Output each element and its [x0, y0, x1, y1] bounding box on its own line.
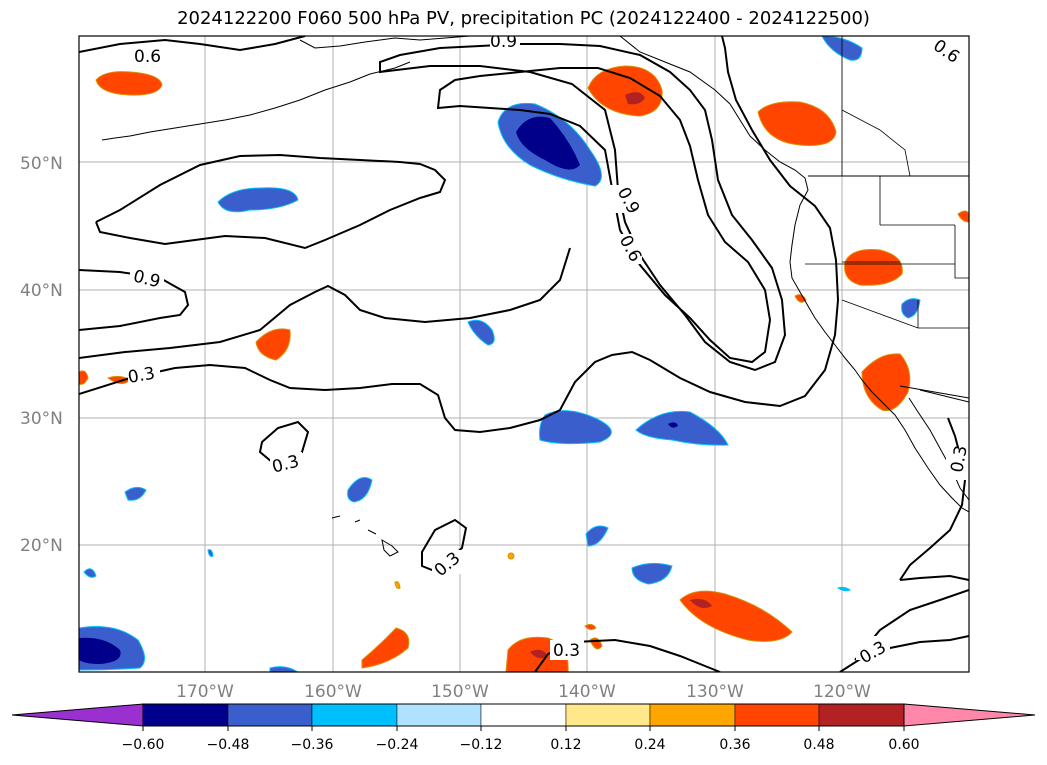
- precip-blob: [269, 666, 299, 672]
- longitude-labels: 170°W 160°W 150°W 140°W 130°W 120°W: [176, 682, 871, 702]
- colorbar-tick-label: −0.24: [376, 737, 419, 753]
- lon-label-170w: 170°W: [176, 682, 234, 702]
- map-panel: 0.6 0.9 0.6 0.9 0.6 0.9 0.3 0.3 0.3 0.3: [78, 32, 971, 673]
- lon-label-140w: 140°W: [558, 682, 616, 702]
- colorbar-segment: [649, 703, 736, 727]
- precip-blob: [217, 187, 299, 213]
- precip-blob: [394, 581, 401, 589]
- colorbar-tick-labels: −0.60 −0.48 −0.36 −0.24 −0.12 0.12 0.24 …: [122, 737, 920, 753]
- colorbar-tick-label: −0.48: [207, 737, 250, 753]
- colorbar-frame: [142, 703, 905, 727]
- precip-blob: [757, 101, 837, 146]
- colorbar-segment: [818, 703, 905, 727]
- contour-label: 0.9: [490, 32, 517, 52]
- contour-label: 0.3: [126, 364, 156, 388]
- contour-0.6-trough: [379, 43, 787, 372]
- precip-blob: [507, 552, 515, 560]
- baja-california-coast: [908, 397, 969, 501]
- precip-blob: [625, 92, 645, 105]
- lon-label-150w: 150°W: [431, 682, 489, 702]
- colorbar-tick-label: 0.48: [803, 737, 834, 753]
- colorbar-tick-label: −0.60: [122, 737, 165, 753]
- precip-blob: [631, 562, 673, 585]
- colorbar-segment: [396, 703, 482, 727]
- canada-province-border: [841, 109, 911, 177]
- lon-label-130w: 130°W: [686, 682, 744, 702]
- contour-0.9-trough: [436, 67, 772, 364]
- precip-blob: [794, 294, 807, 303]
- colorbar-segments: [142, 703, 905, 727]
- hawaii-islands: [331, 515, 399, 557]
- precip-blob: [79, 637, 121, 664]
- coast-east-line: [919, 389, 969, 403]
- precip-blob: [124, 486, 147, 501]
- precip-blob: [467, 319, 495, 346]
- north-america-west-coast: [789, 204, 969, 513]
- precip-blob: [95, 71, 163, 96]
- lat-label-40n: 40°N: [20, 281, 63, 301]
- precip-blob: [635, 410, 729, 446]
- precip-positive-areas: [79, 65, 969, 672]
- precip-blob: [255, 328, 291, 361]
- precip-blob: [861, 353, 911, 412]
- colorbar-tick-label: 0.36: [719, 737, 750, 753]
- precip-blob: [584, 623, 597, 631]
- colorbar-ticks: [142, 726, 905, 731]
- colorbar-segment: [734, 703, 820, 727]
- precip-blob: [836, 586, 852, 592]
- alaska-coast: [299, 36, 471, 49]
- colorbar-segment: [565, 703, 651, 727]
- contour-0.9-band-north: [95, 153, 447, 250]
- colorbar-tick-label: 0.60: [888, 737, 919, 753]
- lat-label-20n: 20°N: [20, 536, 63, 556]
- colorbar-tick-label: −0.36: [291, 737, 334, 753]
- colorbar-segment: [311, 703, 398, 727]
- alaska-aleutian-coast: [101, 61, 411, 141]
- precip-blob: [539, 410, 612, 445]
- contour-label: 0.6: [134, 47, 161, 67]
- map-title: 2024122200 F060 500 hPa PV, precipitatio…: [177, 8, 870, 29]
- precip-blob: [361, 627, 410, 669]
- contour-0.9-band-south: [79, 247, 571, 359]
- precip-blob: [516, 116, 580, 170]
- precip-blob: [587, 65, 663, 117]
- precip-blob: [530, 649, 548, 659]
- colorbar-extend-min: [11, 703, 144, 727]
- colorbar-segment: [142, 703, 229, 727]
- precip-blob: [347, 477, 373, 503]
- precip-blob: [585, 525, 609, 547]
- us-mexico-border: [899, 385, 969, 399]
- precip-blob: [207, 549, 214, 557]
- lon-label-120w: 120°W: [813, 682, 871, 702]
- lat-label-30n: 30°N: [20, 409, 63, 429]
- colorbar-extend-max: [903, 703, 1036, 727]
- coastlines: [101, 36, 969, 513]
- lon-label-160w: 160°W: [304, 682, 362, 702]
- contour-0.3-ring-hawaii: [421, 518, 468, 572]
- lat-label-50n: 50°N: [20, 154, 63, 174]
- precip-blob: [844, 249, 903, 286]
- colorbar-tick-label: −0.12: [460, 737, 503, 753]
- precip-blob: [690, 598, 712, 608]
- contour-0.3-jet: [79, 36, 840, 434]
- contour-label: 0.3: [947, 444, 971, 474]
- colorbar-tick-label: 0.12: [550, 737, 581, 753]
- colorbar-segment: [480, 703, 567, 727]
- colorbar-tick-label: 0.24: [634, 737, 665, 753]
- precip-blob: [83, 568, 97, 578]
- precip-blob: [668, 422, 678, 428]
- precip-blob: [79, 370, 89, 385]
- colorbar-segment: [227, 703, 313, 727]
- bc-alaska-coast: [619, 36, 809, 206]
- contour-0.6-north: [79, 36, 306, 53]
- contour-label: 0.3: [553, 641, 580, 661]
- colorbar: −0.60 −0.48 −0.36 −0.24 −0.12 0.12 0.24 …: [11, 703, 1036, 753]
- precip-blob: [957, 210, 969, 223]
- contour-0.3-east: [899, 417, 969, 581]
- latitude-labels: 50°N 40°N 30°N 20°N: [20, 154, 63, 556]
- map-frame: [78, 35, 970, 673]
- state-borders: [805, 36, 969, 329]
- precip-blob: [901, 298, 921, 319]
